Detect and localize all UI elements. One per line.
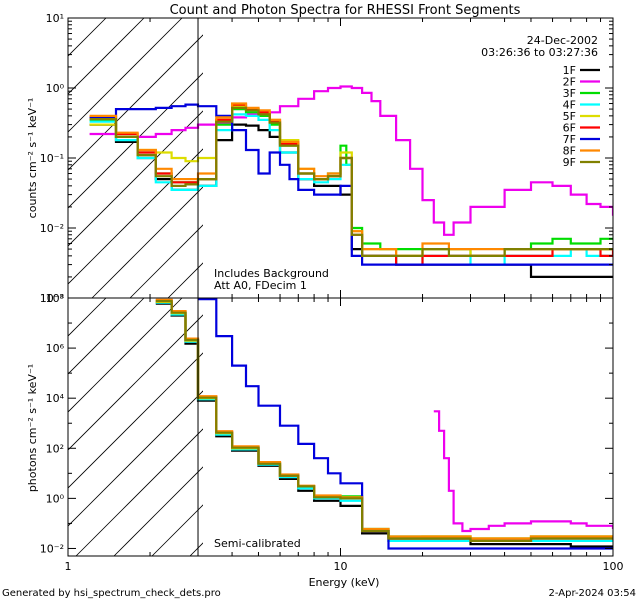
- bottom-series-3F: [155, 300, 613, 540]
- hatch-line: [113, 466, 203, 556]
- bottom-panel-series: [155, 298, 613, 550]
- top-note-background: Includes Background: [214, 267, 329, 280]
- date-label: 24-Dec-2002: [527, 34, 598, 47]
- top-y-tick-label: 10⁰: [46, 82, 65, 95]
- bottom-y-tick-label: 10⁶: [46, 342, 65, 355]
- bottom-y-tick-label: 10²: [46, 442, 64, 455]
- legend-label-7F: 7F: [563, 133, 576, 146]
- x-tick-label: 1: [65, 560, 72, 573]
- hatch-line: [266, 298, 524, 556]
- hatch-line: [68, 148, 203, 285]
- legend-label-2F: 2F: [563, 76, 576, 89]
- footer-generator: Generated by hsi_spectrum_check_dets.pro: [2, 588, 221, 599]
- top-panel-series: [89, 85, 613, 278]
- hatch-line: [68, 390, 203, 527]
- top-note-attenuator: Att A0, FDecim 1: [214, 279, 307, 292]
- hatch-line: [68, 34, 203, 171]
- hatch-line: [68, 352, 203, 489]
- bottom-panel-frame: [67, 297, 614, 557]
- hatch-line: [75, 428, 203, 556]
- time-range-label: 03:26:36 to 03:27:36: [481, 46, 598, 59]
- bottom-y-tick-label: 10⁸: [46, 292, 65, 305]
- bottom-series-1F: [155, 302, 613, 548]
- bottom-y-tick-label: 10⁰: [46, 492, 65, 505]
- x-tick-label: 10: [334, 560, 348, 573]
- hatch-line: [304, 298, 562, 556]
- top-y-tick-label: 10⁻³: [40, 292, 64, 305]
- hatch-line: [418, 298, 640, 556]
- hatch-line: [68, 298, 145, 375]
- hatch-line: [342, 298, 600, 556]
- footer-timestamp: 2-Apr-2024 03:54: [549, 588, 636, 599]
- hatch-line: [151, 504, 203, 556]
- hatch-line: [68, 314, 203, 451]
- legend-label-4F: 4F: [563, 99, 576, 112]
- top-series-9F: [89, 106, 613, 257]
- bottom-y-axis-label: photons cm⁻² s⁻¹ keV⁻¹: [26, 364, 39, 492]
- hatch-line: [68, 298, 183, 413]
- hatch-line: [68, 18, 183, 133]
- bottom-note-semicalibrated: Semi-calibrated: [214, 537, 301, 550]
- top-y-axis-label: counts cm⁻² s⁻¹ keV⁻¹: [26, 98, 39, 219]
- bottom-y-tick-label: 10⁴: [46, 392, 65, 405]
- hatch-line: [129, 224, 203, 298]
- top-y-tick-label: 10⁻¹: [40, 152, 64, 165]
- top-series-7F: [89, 103, 613, 266]
- legend-label-3F: 3F: [563, 87, 576, 100]
- hatch-line: [456, 298, 640, 556]
- hatch-line: [68, 18, 145, 95]
- top-y-tick-label: 10⁻²: [40, 222, 64, 235]
- hatch-line: [380, 298, 638, 556]
- hatch-line: [68, 72, 203, 209]
- bottom-y-tick-label: 10⁻²: [40, 542, 64, 555]
- axis-ticks: 1 10 100 10⁻³ 10⁻² 10⁻¹ 10⁰ 10¹ 10⁻² 10⁰ 10² 10⁴ 10⁶…: [40, 12, 624, 573]
- bottom-series-7F: [198, 298, 613, 550]
- x-axis-label: Energy (keV): [309, 576, 380, 589]
- legend-label-1F: 1F: [563, 64, 576, 77]
- hatch-line: [228, 298, 486, 556]
- top-y-tick-label: 10¹: [46, 12, 64, 25]
- legend-label-9F: 9F: [563, 156, 576, 169]
- bottom-series-2F: [433, 410, 613, 533]
- hatch-line: [91, 186, 203, 298]
- bottom-series-4F: [155, 301, 613, 542]
- bottom-hatch-region: [68, 298, 640, 556]
- legend-label-8F: 8F: [563, 145, 576, 158]
- top-series-4F: [89, 113, 613, 266]
- x-tick-label: 100: [603, 560, 624, 573]
- bottom-series-5F: [155, 300, 613, 540]
- hatch-line: [68, 298, 107, 337]
- chart-title: Count and Photon Spectra for RHESSI Fron…: [170, 3, 521, 18]
- legend-label-6F: 6F: [563, 122, 576, 135]
- legend-label-5F: 5F: [563, 110, 576, 123]
